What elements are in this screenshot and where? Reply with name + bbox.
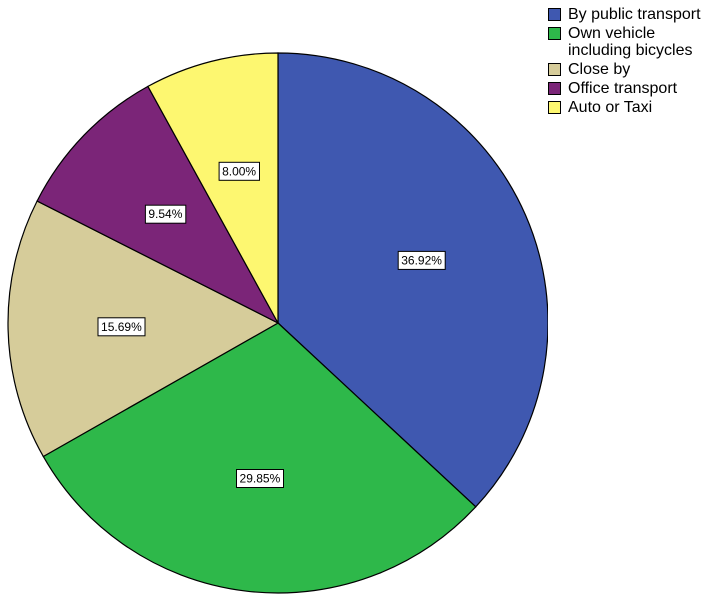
pie-data-label-text: 8.00% xyxy=(222,164,256,178)
legend-item-by-public-transport: By public transport xyxy=(548,6,718,23)
legend-label: Close by xyxy=(568,61,631,78)
pie-data-label-box xyxy=(97,317,146,337)
pie-data-label-text: 36.92% xyxy=(401,253,442,267)
legend-swatch xyxy=(548,27,561,40)
pie-slice-auto-or-taxi xyxy=(147,52,279,324)
legend-swatch xyxy=(548,8,561,21)
legend-label: Auto or Taxi xyxy=(568,99,653,116)
pie-data-labels: 36.92% 29.85% 15.69% 9.54% 8.00% xyxy=(97,161,446,488)
pie-slices xyxy=(7,52,548,594)
pie-data-label-by-public-transport: 36.92% xyxy=(397,250,446,270)
pie-data-label-box xyxy=(144,204,187,224)
pie-data-label-own-vehicle: 29.85% xyxy=(236,469,284,488)
legend-item-auto-or-taxi: Auto or Taxi xyxy=(548,99,718,116)
pie-slice-own-vehicle xyxy=(42,322,477,594)
pie-data-label-box xyxy=(236,469,284,488)
pie-data-label-text: 9.54% xyxy=(148,207,182,221)
pie-data-label-office-transport: 9.54% xyxy=(144,204,187,224)
legend-swatch xyxy=(548,63,561,76)
pie-data-label-close-by: 15.69% xyxy=(97,317,146,337)
pie-data-label-box xyxy=(218,161,261,181)
legend-item-office-transport: Office transport xyxy=(548,80,718,97)
legend-label: Office transport xyxy=(568,80,678,97)
pie-data-label-box xyxy=(397,250,446,270)
legend-swatch xyxy=(548,101,561,114)
legend: By public transport Own vehicle includin… xyxy=(548,6,718,118)
legend-item-own-vehicle: Own vehicle including bicycles xyxy=(548,25,718,59)
pie-chart: 36.92% 29.85% 15.69% 9.54% 8.00% xyxy=(7,52,548,594)
legend-swatch xyxy=(548,82,561,95)
legend-label: By public transport xyxy=(568,6,701,23)
legend-item-close-by: Close by xyxy=(548,61,718,78)
pie-slice-by-public-transport xyxy=(277,52,548,508)
legend-label: Own vehicle including bicycles xyxy=(568,25,693,59)
pie-data-label-auto-or-taxi: 8.00% xyxy=(218,161,261,181)
pie-data-label-text: 29.85% xyxy=(240,472,281,486)
pie-data-label-text: 15.69% xyxy=(101,320,142,334)
